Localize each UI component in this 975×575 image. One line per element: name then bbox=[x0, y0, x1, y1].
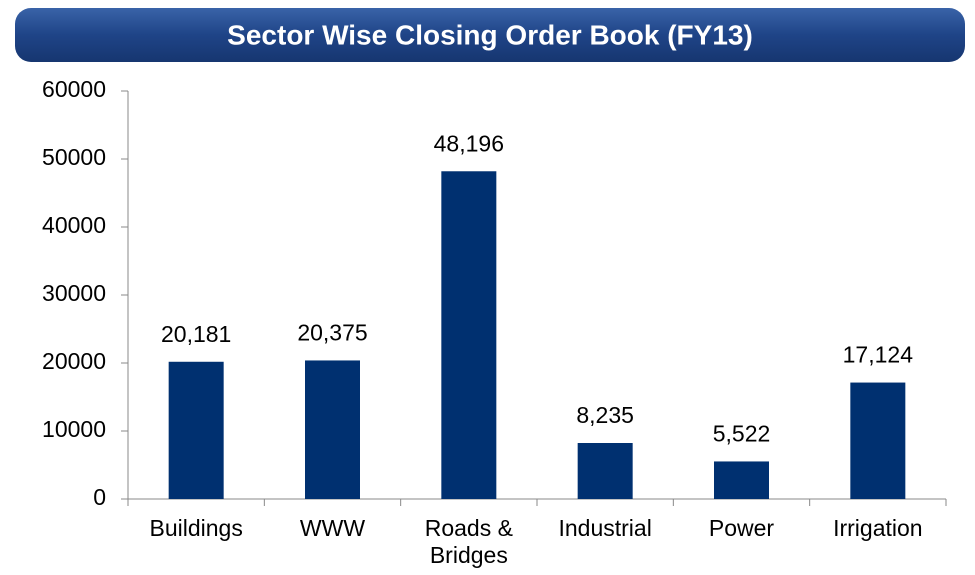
x-tick-label: Power bbox=[708, 515, 775, 541]
data-label: 20,181 bbox=[161, 321, 231, 347]
data-label: 20,375 bbox=[297, 320, 367, 346]
y-tick-label: 50000 bbox=[42, 144, 106, 170]
x-tick-label: Industrial bbox=[558, 515, 652, 541]
y-tick-label: 40000 bbox=[42, 212, 106, 238]
x-tick-label: WWW bbox=[299, 515, 366, 541]
y-tick-label: 0 bbox=[93, 484, 106, 510]
chart-title: Sector Wise Closing Order Book (FY13) bbox=[227, 19, 753, 50]
data-label: 5,522 bbox=[713, 421, 771, 447]
y-tick-label: 30000 bbox=[42, 280, 106, 306]
y-tick-label: 20000 bbox=[42, 348, 106, 374]
bar bbox=[305, 360, 360, 499]
data-label: 48,196 bbox=[434, 130, 504, 156]
bar bbox=[850, 382, 906, 499]
x-tick-label: Roads & Bridges bbox=[424, 515, 513, 568]
data-label: 17,124 bbox=[843, 342, 914, 368]
x-tick-label: Buildings bbox=[149, 515, 243, 541]
x-tick-label: Irrigation bbox=[833, 515, 923, 541]
bar bbox=[577, 443, 633, 499]
y-tick-label: 10000 bbox=[42, 416, 106, 442]
bar bbox=[441, 171, 497, 499]
bar bbox=[714, 461, 769, 499]
title-banner bbox=[15, 8, 965, 62]
bar bbox=[168, 361, 224, 499]
y-tick-label: 60000 bbox=[42, 76, 106, 102]
data-label: 8,235 bbox=[576, 402, 634, 428]
